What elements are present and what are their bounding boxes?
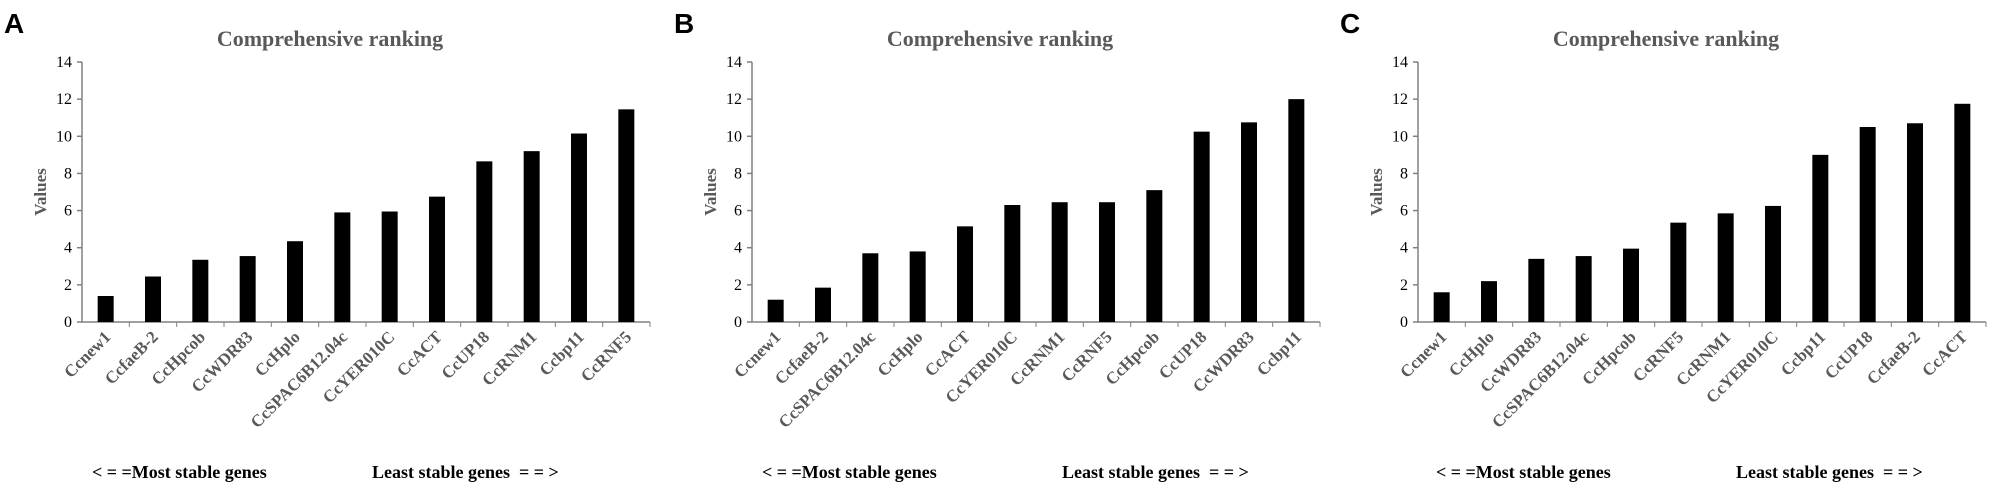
y-tick-label: 14 [1392, 54, 1408, 71]
y-tick-label: 0 [1400, 314, 1408, 331]
bar-chart: 02468101214ValuesCcnew1CcfaeB-2CcHpcobCc… [31, 54, 651, 432]
y-tick-label: 2 [64, 277, 72, 294]
bar [1623, 248, 1639, 322]
bar [239, 256, 256, 322]
y-tick-label: 14 [56, 54, 72, 71]
bar [145, 276, 161, 322]
bar [618, 109, 635, 322]
chart-panel-b: B Comprehensive ranking 0 2 4 6 8 10 12 14 Value… [670, 0, 1330, 500]
bar [429, 196, 445, 322]
bar [1765, 205, 1781, 322]
y-axis-label: Values [1367, 168, 1386, 216]
y-tick-label: 12 [56, 91, 72, 108]
y-tick-label: 2 [1400, 277, 1408, 294]
bar [815, 287, 831, 322]
footer-least-stable: Least stable genes = = > [372, 462, 559, 482]
y-tick-label: 10 [726, 128, 742, 145]
chart-panel-c: C Comprehensive ranking 0 2 4 6 8 10 12 14 Value… [1336, 0, 1996, 500]
bar [1051, 202, 1068, 322]
y-tick-label: 6 [64, 203, 72, 220]
y-tick-label: 10 [1392, 128, 1408, 145]
bar [1481, 281, 1497, 322]
x-tick-label: Ccnew1 [1396, 327, 1450, 381]
bar [957, 226, 973, 322]
x-tick-label: CcACT [1918, 327, 1971, 380]
y-tick-label: 8 [734, 165, 742, 182]
bar [571, 133, 587, 322]
y-tick-label: 10 [56, 128, 72, 145]
y-tick-label: 6 [1400, 203, 1408, 220]
footer-least-stable: Least stable genes = = > [1736, 462, 1923, 482]
panel-letter: A [4, 8, 25, 39]
x-tick-label: Ccbp11 [1777, 327, 1829, 379]
bar [1812, 154, 1829, 322]
y-tick-label: 14 [726, 54, 742, 71]
y-tick-label: 4 [734, 240, 742, 257]
y-tick-label: 0 [64, 314, 72, 331]
x-tick-label: CcRNF5 [577, 327, 635, 385]
bar [1433, 292, 1450, 322]
bar [862, 253, 879, 322]
bar [1193, 131, 1210, 322]
y-tick-label: 12 [1392, 91, 1408, 108]
footer-least-stable: Least stable genes = = > [1062, 462, 1249, 482]
bar [767, 299, 784, 322]
bar [1907, 123, 1923, 323]
bar-chart: 02468101214ValuesCcnew1CcHploCcWDR83CcSP… [1367, 54, 1987, 432]
y-tick-label: 4 [64, 240, 72, 257]
bar [1099, 202, 1115, 322]
bar [1528, 258, 1545, 322]
panel-letter: C [1340, 8, 1361, 39]
bar [1575, 256, 1592, 322]
bar [1146, 190, 1163, 322]
y-tick-label: 12 [726, 91, 742, 108]
y-tick-label: 4 [1400, 240, 1408, 257]
bar [1241, 122, 1257, 322]
x-tick-label: CcHplo [874, 327, 927, 380]
bar [1859, 127, 1876, 322]
footer-most-stable: < = =Most stable genes [1436, 462, 1611, 482]
footer-most-stable: < = =Most stable genes [92, 462, 267, 482]
chart-panel-a: A Comprehensive ranking 0 2 4 6 8 10 12 14 Value… [0, 0, 660, 500]
bar [476, 161, 493, 322]
bar [334, 212, 351, 322]
y-tick-label: 6 [734, 203, 742, 220]
panel-letter: B [674, 8, 695, 39]
bar [1670, 222, 1687, 322]
bar [97, 296, 114, 322]
y-axis-label: Values [31, 168, 50, 216]
bar [192, 259, 209, 322]
x-tick-label: Ccbp11 [1253, 327, 1305, 379]
bar [1954, 103, 1971, 323]
bar [1004, 205, 1021, 322]
chart-title: Comprehensive ranking [216, 26, 444, 51]
y-axis-label: Values [701, 168, 720, 216]
chart-title: Comprehensive ranking [1552, 26, 1780, 51]
y-tick-label: 8 [64, 165, 72, 182]
bar-chart: 02468101214ValuesCcnew1CcfaeB-2CcSPAC6B1… [701, 54, 1321, 432]
bar [1717, 213, 1734, 322]
footer-most-stable: < = =Most stable genes [762, 462, 937, 482]
y-tick-label: 0 [734, 314, 742, 331]
bar [287, 241, 303, 322]
bar [1288, 99, 1305, 323]
bar [909, 251, 926, 322]
y-tick-label: 8 [1400, 165, 1408, 182]
x-tick-label: CcACT [393, 327, 446, 380]
bar [381, 211, 398, 322]
y-tick-label: 2 [734, 277, 742, 294]
bar [523, 151, 540, 322]
chart-title: Comprehensive ranking [886, 26, 1114, 51]
